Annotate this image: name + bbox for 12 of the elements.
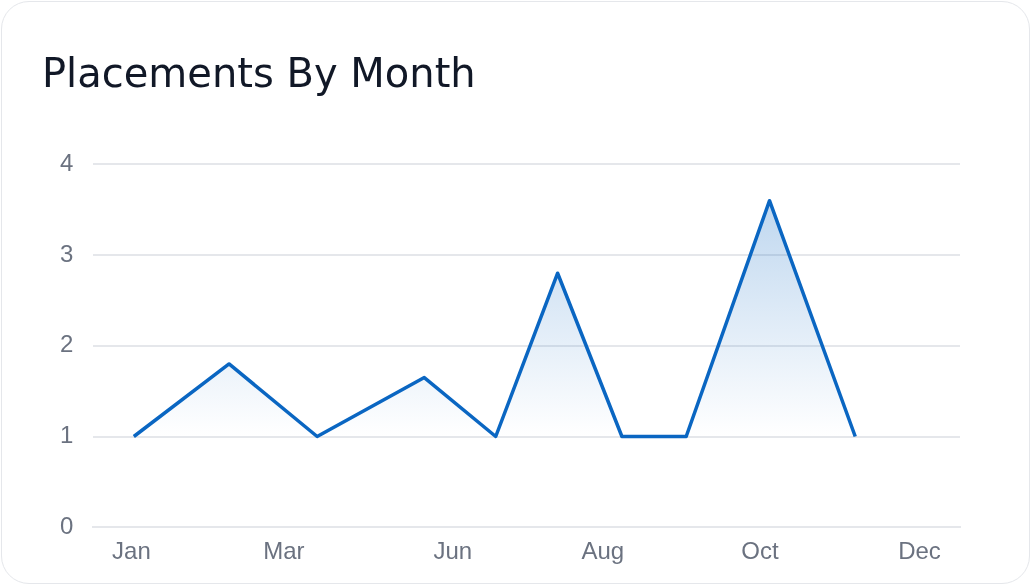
y-tick-label: 2 <box>59 330 74 358</box>
x-tick-label: Jun <box>433 537 473 565</box>
y-tick-label: 1 <box>59 421 74 449</box>
y-tick-label: 4 <box>59 149 74 177</box>
chart-title: Placements By Month <box>42 50 476 96</box>
x-tick-label: Dec <box>898 537 941 565</box>
x-tick-label: Jan <box>112 537 151 565</box>
y-tick-label: 0 <box>59 511 74 539</box>
x-tick-label: Oct <box>741 537 779 565</box>
x-tick-label: Aug <box>581 537 625 565</box>
y-tick-label: 3 <box>59 239 74 267</box>
x-tick-label: Mar <box>263 537 305 565</box>
